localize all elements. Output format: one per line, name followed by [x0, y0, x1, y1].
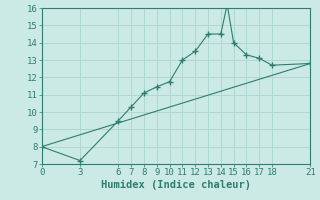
- X-axis label: Humidex (Indice chaleur): Humidex (Indice chaleur): [101, 180, 251, 190]
